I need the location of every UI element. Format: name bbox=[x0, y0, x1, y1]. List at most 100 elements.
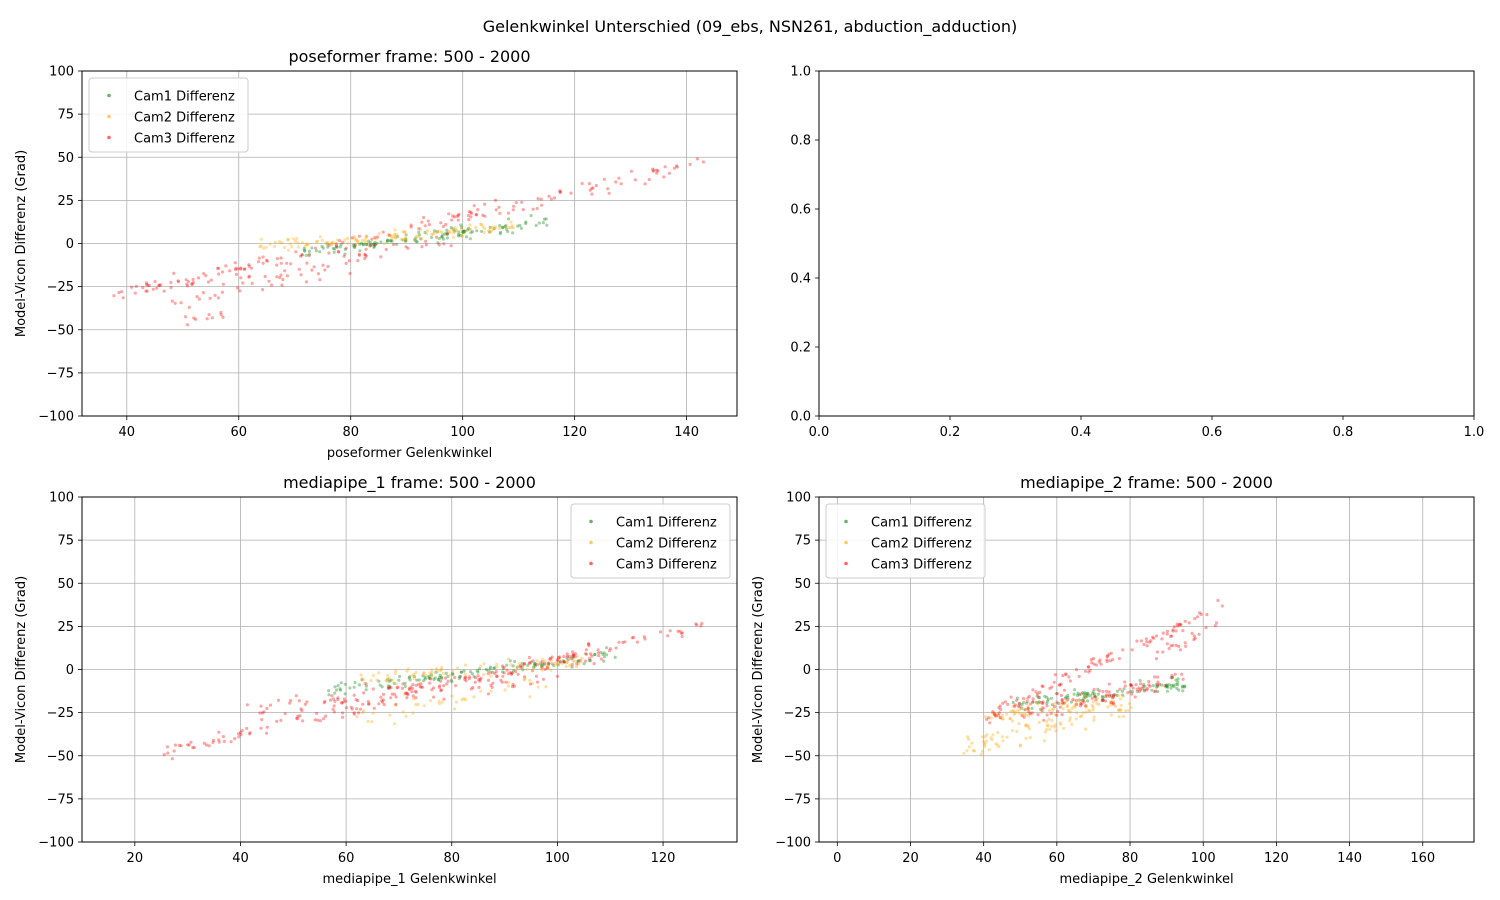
data-point bbox=[442, 242, 446, 246]
data-point bbox=[491, 225, 495, 229]
data-point bbox=[1156, 684, 1160, 688]
data-point bbox=[477, 678, 481, 682]
data-point bbox=[1057, 701, 1061, 706]
data-point bbox=[983, 742, 987, 747]
data-point bbox=[614, 180, 618, 184]
data-point bbox=[642, 635, 646, 639]
data-point bbox=[464, 675, 468, 679]
data-point bbox=[437, 684, 442, 688]
data-point bbox=[332, 250, 336, 254]
data-point bbox=[440, 235, 444, 239]
data-point bbox=[1176, 677, 1180, 681]
data-point bbox=[1069, 700, 1073, 704]
data-point bbox=[1037, 695, 1041, 700]
data-point bbox=[1068, 719, 1072, 723]
data-point bbox=[491, 681, 495, 685]
data-point bbox=[305, 242, 309, 246]
data-point bbox=[504, 680, 508, 684]
data-point bbox=[635, 640, 640, 644]
data-point bbox=[515, 665, 519, 669]
data-point bbox=[1101, 689, 1105, 694]
data-point bbox=[342, 700, 346, 704]
data-point bbox=[602, 659, 606, 663]
data-point bbox=[344, 699, 348, 703]
data-point bbox=[478, 677, 482, 682]
y-tick-label: 25 bbox=[794, 620, 811, 635]
data-point bbox=[419, 237, 424, 241]
data-point bbox=[474, 225, 478, 230]
data-point bbox=[1111, 695, 1115, 699]
data-point bbox=[544, 217, 548, 221]
data-point bbox=[415, 240, 419, 244]
data-point bbox=[417, 230, 421, 234]
data-point bbox=[461, 230, 465, 234]
data-point bbox=[489, 229, 493, 233]
data-point bbox=[403, 681, 407, 686]
data-point bbox=[656, 169, 660, 173]
data-point bbox=[481, 213, 485, 217]
data-point bbox=[1160, 637, 1164, 641]
data-point bbox=[1028, 712, 1032, 716]
data-point bbox=[1064, 673, 1068, 677]
data-point bbox=[1064, 699, 1069, 703]
data-point bbox=[1157, 682, 1162, 687]
data-point bbox=[247, 263, 251, 267]
data-point bbox=[403, 684, 407, 689]
data-point bbox=[994, 714, 998, 718]
data-point bbox=[303, 248, 307, 252]
x-tick-label: 60 bbox=[338, 851, 355, 866]
data-point bbox=[173, 301, 177, 305]
data-point bbox=[1069, 710, 1073, 714]
data-point bbox=[614, 646, 618, 650]
data-point bbox=[440, 235, 444, 239]
data-point bbox=[375, 678, 379, 682]
data-point bbox=[666, 634, 670, 638]
data-point bbox=[680, 634, 684, 639]
data-point bbox=[1167, 683, 1171, 687]
data-point bbox=[320, 238, 324, 242]
data-point bbox=[498, 211, 502, 215]
data-point bbox=[549, 668, 553, 672]
data-point bbox=[327, 251, 331, 255]
data-point bbox=[1122, 687, 1126, 691]
data-point bbox=[428, 671, 432, 675]
data-point bbox=[330, 242, 334, 246]
data-point bbox=[418, 685, 422, 689]
data-point bbox=[1061, 726, 1066, 731]
data-point bbox=[1089, 658, 1093, 662]
series-3 bbox=[112, 157, 706, 327]
data-point bbox=[190, 282, 194, 287]
data-point bbox=[166, 751, 170, 755]
data-point bbox=[1138, 678, 1142, 683]
data-point bbox=[211, 738, 216, 743]
data-point bbox=[1109, 713, 1113, 717]
data-point bbox=[535, 659, 539, 663]
data-point bbox=[185, 323, 189, 327]
data-point bbox=[992, 712, 996, 716]
data-point bbox=[458, 674, 463, 679]
data-point bbox=[1127, 702, 1132, 706]
data-point bbox=[538, 662, 543, 666]
data-point bbox=[1171, 675, 1175, 679]
data-point bbox=[427, 674, 431, 678]
data-point bbox=[429, 673, 433, 677]
data-point bbox=[1072, 692, 1076, 696]
data-point bbox=[497, 226, 502, 230]
data-point bbox=[447, 229, 451, 233]
data-point bbox=[446, 679, 450, 683]
x-tick-label: 0 bbox=[833, 851, 841, 866]
data-point bbox=[576, 662, 581, 666]
data-point bbox=[500, 664, 505, 668]
data-point bbox=[1085, 693, 1089, 697]
data-point bbox=[394, 232, 398, 237]
data-point bbox=[176, 279, 180, 283]
data-point bbox=[1015, 729, 1019, 734]
y-tick-label: 25 bbox=[57, 194, 74, 209]
data-point bbox=[483, 227, 487, 231]
data-point bbox=[448, 230, 452, 235]
data-point bbox=[1137, 686, 1141, 690]
data-point bbox=[569, 191, 573, 195]
data-point bbox=[411, 683, 415, 687]
data-point bbox=[333, 685, 337, 689]
data-point bbox=[1115, 689, 1119, 693]
